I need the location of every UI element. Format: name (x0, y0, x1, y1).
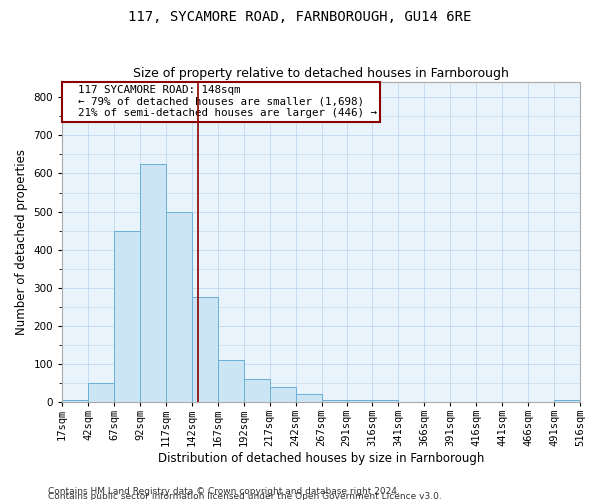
Bar (322, 400, 347, 402)
X-axis label: Distribution of detached houses by size in Farnborough: Distribution of detached houses by size … (158, 452, 484, 465)
Text: Contains HM Land Registry data © Crown copyright and database right 2024.: Contains HM Land Registry data © Crown c… (48, 486, 400, 496)
Bar (347, 400, 373, 402)
Title: Size of property relative to detached houses in Farnborough: Size of property relative to detached ho… (133, 66, 509, 80)
Bar (140, 164, 166, 402)
Bar (192, 298, 218, 402)
Bar (373, 400, 398, 402)
Bar (554, 400, 580, 402)
Text: 117 SYCAMORE ROAD: 148sqm
  ← 79% of detached houses are smaller (1,698)
  21% o: 117 SYCAMORE ROAD: 148sqm ← 79% of detac… (65, 86, 377, 118)
Bar (218, 360, 244, 402)
Bar (270, 387, 296, 402)
Bar (244, 379, 270, 402)
Bar (62, 400, 88, 402)
Bar (296, 394, 322, 402)
Bar (166, 212, 192, 402)
Y-axis label: Number of detached properties: Number of detached properties (15, 149, 28, 335)
Text: Contains public sector information licensed under the Open Government Licence v3: Contains public sector information licen… (48, 492, 442, 500)
Bar (88, 383, 114, 402)
Bar (114, 230, 140, 402)
Text: 117, SYCAMORE ROAD, FARNBOROUGH, GU14 6RE: 117, SYCAMORE ROAD, FARNBOROUGH, GU14 6R… (128, 10, 472, 24)
